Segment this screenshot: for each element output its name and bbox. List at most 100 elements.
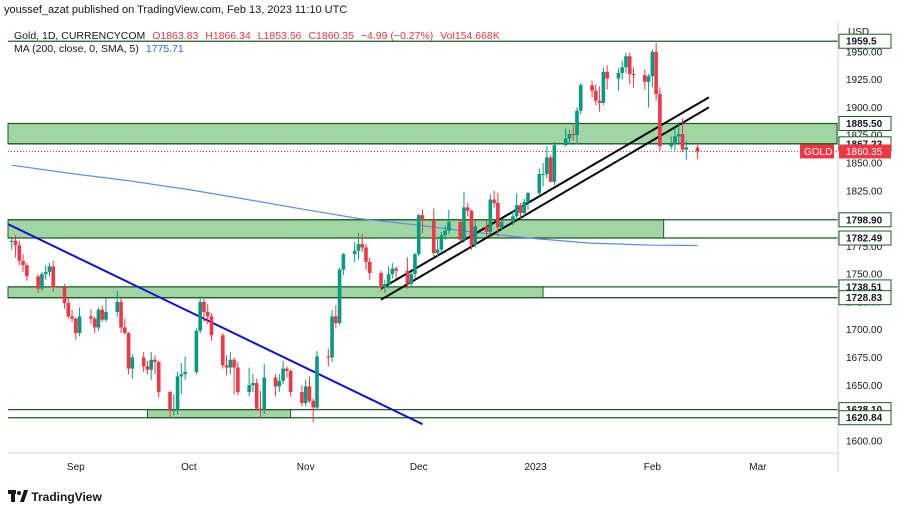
candle-body <box>499 221 504 228</box>
candle <box>673 127 677 151</box>
price-tick-label: 1700.00 <box>846 325 883 336</box>
candle-body <box>650 51 655 77</box>
symbol-legend: Gold, 1D, CURRENCYCOM O1863.83 H1866.34 … <box>14 30 504 42</box>
candle-body <box>288 370 293 392</box>
candle <box>149 351 153 380</box>
level-price-tag-text: 1798.90 <box>846 215 883 226</box>
candle <box>220 333 225 369</box>
candle-body <box>416 215 421 255</box>
price-chart[interactable]: USD1600.001625.001650.001675.001700.0017… <box>0 22 900 502</box>
candle-body <box>669 144 673 147</box>
symbol-tag-text: GOLD <box>804 147 832 158</box>
candle <box>334 305 338 329</box>
candle-body <box>367 261 372 274</box>
candle-body <box>432 220 436 254</box>
candle-body <box>141 357 146 367</box>
candle <box>447 209 451 235</box>
candle <box>326 348 331 367</box>
candle-body <box>473 226 478 246</box>
volume-value: Vol154.668K <box>440 30 500 42</box>
candle <box>77 307 82 337</box>
high-value: H1866.34 <box>205 30 251 42</box>
price-tick-label: 1900.00 <box>846 103 883 114</box>
candle <box>273 374 278 397</box>
candle <box>484 219 489 237</box>
candle-body <box>13 240 18 246</box>
candle-body <box>643 75 647 82</box>
candle-body <box>89 316 93 319</box>
ma-value: 1775.71 <box>145 43 184 55</box>
candle-body <box>104 311 108 320</box>
ma-label[interactable]: MA (200, close, 0, SMA, 5) <box>14 43 139 55</box>
candle <box>303 379 308 407</box>
price-tick-label: 1950.00 <box>846 47 883 58</box>
candle-body <box>303 386 308 404</box>
candle-body <box>285 368 289 371</box>
candle-body <box>469 210 474 246</box>
candle <box>21 254 25 272</box>
candle <box>209 313 214 341</box>
candle <box>594 84 598 106</box>
candle-body <box>575 110 579 136</box>
candle-body <box>435 249 440 254</box>
candle <box>198 296 202 334</box>
candle-body <box>383 284 387 288</box>
candle <box>100 305 105 322</box>
candle-body <box>567 134 572 139</box>
symbol-name[interactable]: Gold, 1D, CURRENCYCOM <box>14 30 146 42</box>
candle <box>511 210 515 226</box>
candle <box>522 198 527 217</box>
candle-body <box>9 240 14 242</box>
candle-body <box>126 333 131 369</box>
candle-body <box>631 74 636 76</box>
candle-body <box>224 365 229 368</box>
candle <box>247 367 251 397</box>
candle-body <box>258 408 263 410</box>
candle-body <box>526 192 530 202</box>
candle <box>616 68 621 91</box>
candle-body <box>352 250 357 255</box>
candle <box>17 240 22 266</box>
candle-body <box>394 268 398 271</box>
level-price-tag-box <box>838 290 892 306</box>
candle <box>499 218 504 231</box>
time-tick-label: Nov <box>297 462 315 473</box>
candle-body <box>172 409 176 411</box>
candle <box>277 374 282 392</box>
candle <box>650 49 655 88</box>
candle-body <box>115 301 120 312</box>
candle-body <box>62 287 67 304</box>
candle <box>66 298 71 319</box>
candle-body <box>488 199 493 232</box>
tradingview-logo: TradingView <box>8 490 102 504</box>
candle <box>153 355 157 375</box>
candle <box>409 271 413 287</box>
candle <box>172 394 176 416</box>
candle-body <box>130 357 135 369</box>
candle <box>307 376 312 404</box>
candle <box>597 86 602 112</box>
current-price-tag-box <box>839 144 891 159</box>
candle <box>228 351 233 375</box>
level-price-tag-text: 1885.50 <box>846 119 883 130</box>
price-tick-label: 1675.00 <box>846 353 883 364</box>
candle <box>92 316 97 334</box>
candle-body <box>326 356 331 358</box>
candle-body <box>545 157 549 175</box>
candle <box>624 52 628 73</box>
candle <box>47 263 52 277</box>
price-tick-label: 1875.00 <box>846 131 883 142</box>
level-price-tag: 1885.50 <box>838 115 892 131</box>
ma-legend: MA (200, close, 0, SMA, 5) 1775.71 <box>14 43 188 55</box>
candle <box>126 331 131 375</box>
symbol-tag-box <box>800 144 834 159</box>
candle-body <box>590 85 594 91</box>
candle <box>435 238 440 258</box>
candle-body <box>695 147 700 152</box>
downtrend-line-0 <box>7 223 423 426</box>
candle <box>202 297 206 322</box>
candle <box>473 220 478 248</box>
price-tick-label: 1825.00 <box>846 186 883 197</box>
candle <box>156 360 161 398</box>
candle <box>62 284 67 309</box>
